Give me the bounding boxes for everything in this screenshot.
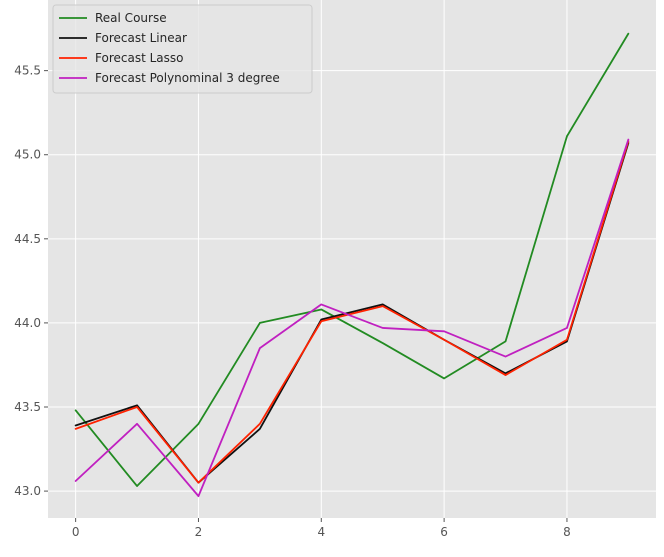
y-tick-label: 43.5	[14, 400, 41, 414]
legend: Real Course Forecast Linear Forecast Lasso…	[52, 4, 313, 94]
legend-label-4: Forecast Polynominal 3 degree	[95, 71, 280, 85]
series-line-1	[74, 32, 630, 487]
legend-label-2: Forecast Linear	[95, 31, 187, 45]
series-line-3	[74, 140, 630, 484]
x-tick-label: 2	[195, 525, 203, 539]
x-tick-label: 0	[72, 525, 80, 539]
x-tick-label: 8	[563, 525, 571, 539]
y-tick-label: 45.0	[14, 148, 41, 162]
y-tick-label: 44.0	[14, 316, 41, 330]
series-line-4	[74, 138, 630, 498]
y-axis: 43.0 43.5 44.0 44.5 45.0 45.5	[14, 64, 48, 498]
x-tick-label: 6	[440, 525, 448, 539]
y-tick-label: 44.5	[14, 232, 41, 246]
legend-label-3: Forecast Lasso	[95, 51, 183, 65]
x-axis: 0 2 4 6 8	[72, 518, 571, 539]
y-tick-label: 43.0	[14, 484, 41, 498]
y-tick-label: 45.5	[14, 64, 41, 78]
legend-label-1: Real Course	[95, 11, 167, 25]
x-tick-label: 4	[317, 525, 325, 539]
legend-box	[52, 4, 313, 94]
series-lines	[74, 32, 630, 498]
